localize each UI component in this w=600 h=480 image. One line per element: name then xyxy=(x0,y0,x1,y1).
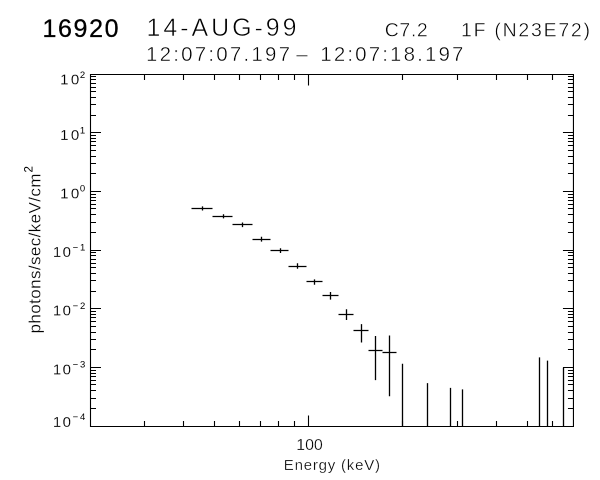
svg-text:0: 0 xyxy=(71,185,79,202)
svg-text:0: 0 xyxy=(63,244,71,261)
svg-text:−: − xyxy=(73,301,79,312)
svg-text:photons/sec/keV/cm: photons/sec/keV/cm xyxy=(26,174,45,334)
svg-text:−: − xyxy=(73,360,79,371)
svg-text:12:07:07.197: 12:07:07.197 xyxy=(146,43,290,66)
svg-text:1: 1 xyxy=(80,125,85,136)
svg-text:2: 2 xyxy=(80,301,85,312)
svg-text:16920: 16920 xyxy=(43,15,119,43)
svg-text:1: 1 xyxy=(53,361,61,378)
svg-text:0: 0 xyxy=(63,414,71,431)
svg-text:2: 2 xyxy=(23,166,35,172)
svg-text:100: 100 xyxy=(296,437,323,454)
svg-text:0: 0 xyxy=(63,303,71,320)
svg-text:Energy (keV): Energy (keV) xyxy=(284,457,380,474)
svg-text:1: 1 xyxy=(60,127,68,144)
svg-text:−: − xyxy=(73,412,79,423)
svg-text:1: 1 xyxy=(53,303,61,320)
svg-text:0: 0 xyxy=(63,361,71,378)
svg-text:C7.2: C7.2 xyxy=(385,20,428,42)
svg-text:1: 1 xyxy=(80,242,85,253)
svg-text:1F (N23E72): 1F (N23E72) xyxy=(461,20,590,42)
svg-text:0: 0 xyxy=(71,127,79,144)
svg-text:14-AUG-99: 14-AUG-99 xyxy=(147,14,297,42)
svg-text:−: − xyxy=(73,242,79,253)
svg-text:1: 1 xyxy=(53,414,61,431)
svg-text:1: 1 xyxy=(53,244,61,261)
svg-text:1: 1 xyxy=(60,185,68,202)
svg-text:1: 1 xyxy=(60,72,68,89)
svg-text:2: 2 xyxy=(80,70,85,81)
svg-text:3: 3 xyxy=(80,360,85,371)
svg-text:0: 0 xyxy=(71,72,79,89)
svg-text:12:07:18.197: 12:07:18.197 xyxy=(320,43,463,66)
svg-text:0: 0 xyxy=(80,184,85,195)
svg-text:–: – xyxy=(296,43,308,66)
svg-text:4: 4 xyxy=(80,412,85,423)
